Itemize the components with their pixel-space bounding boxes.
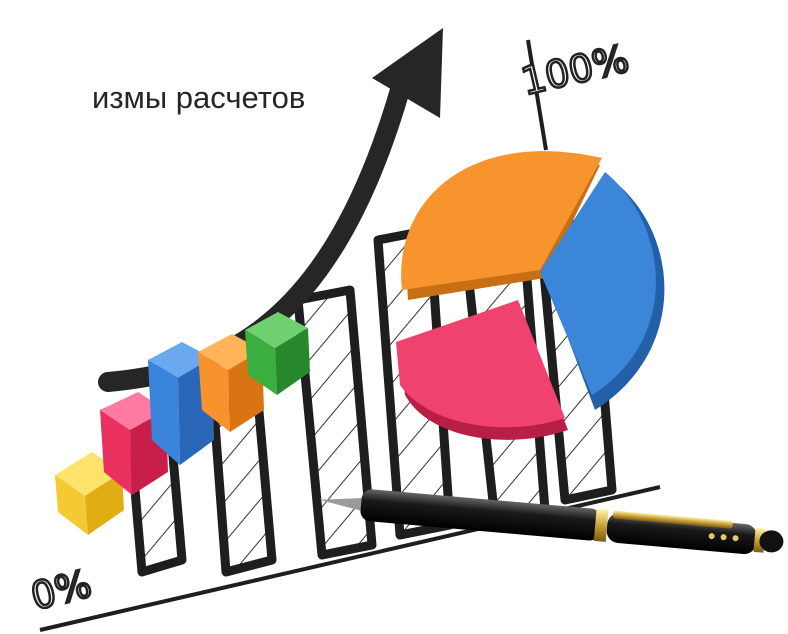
bottom-label: 0% (27, 561, 96, 618)
pen (319, 489, 784, 554)
pie (396, 151, 665, 440)
caption: измы расчетов (92, 80, 305, 115)
top-label: 100% (517, 36, 633, 103)
cubes (55, 312, 310, 535)
